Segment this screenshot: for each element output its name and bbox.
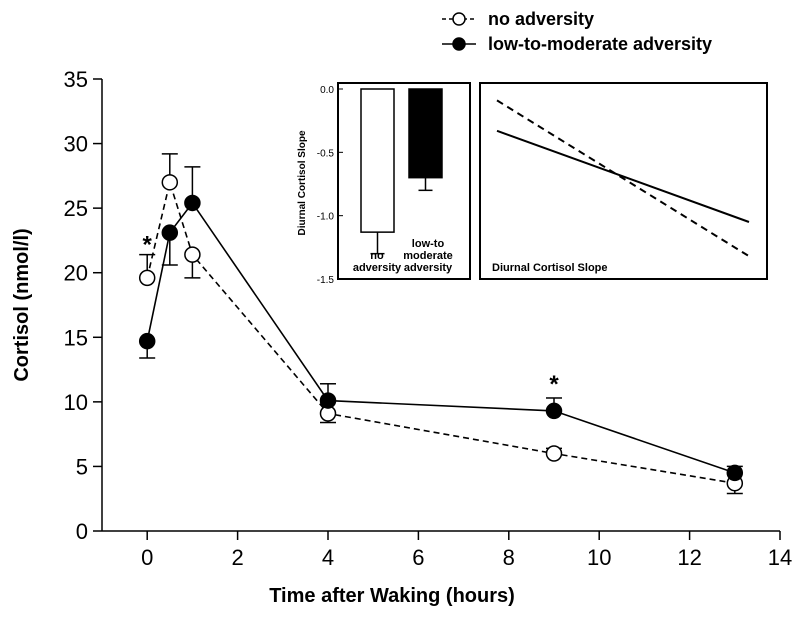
y-tick-label: 10 <box>64 390 88 415</box>
y-tick-label: 25 <box>64 196 88 221</box>
y-tick-label: 5 <box>76 454 88 479</box>
x-tick-label: 4 <box>322 545 334 570</box>
data-point-filled <box>545 402 563 420</box>
significance-star: * <box>549 371 559 398</box>
y-tick-label: 30 <box>64 132 88 157</box>
inset-bar-frame <box>337 82 471 280</box>
main-axes: 0 5 10 15 20 25 30 35 0 2 4 6 8 10 12 14 Time after Wa… <box>11 67 792 607</box>
data-point-filled <box>184 194 201 212</box>
inset-slope-line-low-to-moderate-adversity <box>496 129 750 223</box>
inset-bar-1 <box>408 88 443 179</box>
x-tick-label: 2 <box>231 545 243 570</box>
inset-bar-y-title: Diurnal Cortisol Slope <box>297 130 308 235</box>
y-ticks: 0 5 10 15 20 25 30 35 <box>64 67 102 544</box>
inset-bar-content: 0.0-0.5-1.0-1.5noadversitylow-tomoderate… <box>317 85 453 286</box>
x-tick-label: 14 <box>768 545 792 570</box>
legend-label-low-to-moderate-adversity: low-to-moderate adversity <box>488 34 712 54</box>
series-layer <box>138 153 744 495</box>
x-tick-label: 6 <box>412 545 424 570</box>
inset-category-label: low-to <box>412 238 445 250</box>
legend-label-no-adversity: no adversity <box>488 9 594 29</box>
series-line-0 <box>146 179 735 485</box>
inset-category-label: no <box>370 250 384 262</box>
y-tick-label: 0 <box>76 519 88 544</box>
inset-slope-chart: Diurnal Cortisol Slope <box>479 82 768 280</box>
y-tick-label: 20 <box>64 261 88 286</box>
inset-slope-frame <box>479 82 768 280</box>
x-tick-label: 8 <box>503 545 515 570</box>
legend-item-low-to-moderate-adversity: low-to-moderate adversity <box>442 34 712 54</box>
x-tick-label: 10 <box>587 545 611 570</box>
legend-open-circle-marker <box>452 12 466 26</box>
y-axis-title: Cortisol (nmol/l) <box>11 228 33 381</box>
y-tick-label: 35 <box>64 67 88 92</box>
x-tick-label: 0 <box>141 545 153 570</box>
inset-slope-line-no-adversity <box>496 99 750 258</box>
x-tick-label: 12 <box>677 545 701 570</box>
inset-category-label: moderate <box>403 250 453 262</box>
legend-item-no-adversity: no adversity <box>442 9 594 29</box>
annotation-layer: ** <box>143 231 560 397</box>
inset-category-label: adversity <box>353 262 402 274</box>
significance-star: * <box>143 231 153 258</box>
x-ticks: 0 2 4 6 8 10 12 14 <box>141 531 792 570</box>
data-point-filled <box>726 464 744 482</box>
inset-bar-chart: 0.0-0.5-1.0-1.5noadversitylow-tomoderate… <box>297 82 471 286</box>
data-point-filled <box>138 332 156 350</box>
data-point-filled <box>161 224 179 241</box>
y-tick-label: 15 <box>64 325 88 350</box>
inset-y-tick-label: -1.0 <box>317 212 335 223</box>
x-axis-title: Time after Waking (hours) <box>269 585 515 607</box>
inset-slope-content <box>496 99 750 258</box>
data-point-open <box>161 174 179 191</box>
inset-bar-0 <box>360 88 395 233</box>
inset-y-tick-label: -1.5 <box>317 275 335 286</box>
legend-filled-circle-marker <box>452 37 466 51</box>
inset-category-label: adversity <box>404 262 453 274</box>
legend: no adversity low-to-moderate adversity <box>442 9 712 54</box>
data-point-open <box>138 269 156 287</box>
inset-slope-title: Diurnal Cortisol Slope <box>492 262 608 274</box>
inset-y-tick-label: 0.0 <box>320 85 334 96</box>
data-point-open <box>545 445 563 462</box>
series-line-1 <box>146 201 736 474</box>
data-point-filled <box>319 392 337 409</box>
inset-y-tick-label: -0.5 <box>317 148 335 159</box>
data-point-open <box>184 246 201 263</box>
